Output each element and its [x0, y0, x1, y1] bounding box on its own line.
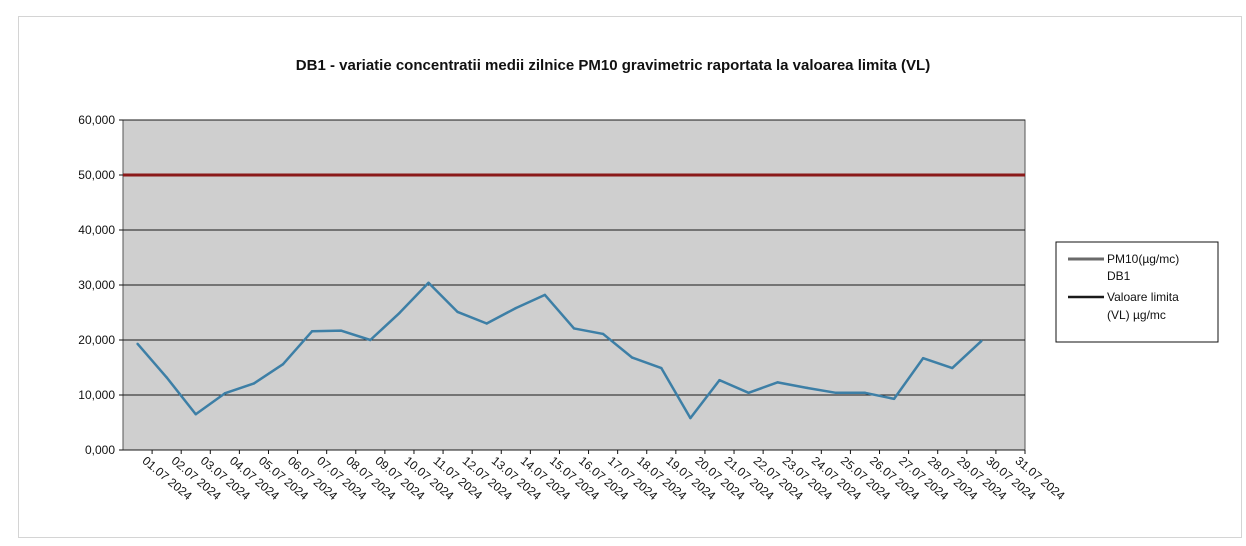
- data-point-pm10: [892, 397, 896, 401]
- y-tick-label: 50,000: [78, 168, 115, 182]
- data-point-pm10: [369, 338, 372, 342]
- data-point-pm10: [572, 327, 576, 330]
- chart-frame: DB1 - variatie concentratii medii zilnic…: [18, 16, 1242, 538]
- data-point-pm10: [427, 281, 430, 284]
- data-point-pm10: [310, 330, 314, 333]
- legend-label-limit-line2: (VL) µg/mc: [1107, 308, 1166, 322]
- chart: DB1 - variatie concentratii medii zilnic…: [78, 57, 1219, 503]
- data-point-pm10: [689, 416, 692, 420]
- series-line-pm10: [136, 281, 983, 420]
- data-point-pm10: [718, 378, 721, 382]
- legend-label-pm10-line1: PM10(µg/mc): [1107, 252, 1179, 266]
- series-layer: [123, 173, 1025, 420]
- data-point-pm10: [980, 339, 983, 343]
- data-point-pm10: [660, 366, 663, 370]
- data-point-pm10: [776, 381, 779, 384]
- data-point-pm10: [281, 363, 285, 366]
- data-point-pm10: [747, 391, 750, 394]
- data-point-pm10: [398, 311, 401, 315]
- chart-title: DB1 - variatie concentratii medii zilnic…: [296, 57, 930, 74]
- legend-label-limit-line1: Valoare limita: [1107, 290, 1179, 304]
- data-point-pm10: [252, 382, 256, 385]
- y-tick-label: 40,000: [78, 223, 115, 237]
- data-point-pm10: [223, 392, 227, 395]
- data-point-pm10: [805, 386, 808, 390]
- data-point-pm10: [165, 376, 168, 379]
- legend-box: [1055, 241, 1219, 343]
- data-point-pm10: [601, 332, 605, 336]
- y-axis-ticks: 0,000 10,000 20,000 30,000 40,000 50,000 60,00…: [78, 113, 123, 457]
- data-point-pm10: [921, 356, 925, 360]
- data-point-pm10: [514, 306, 518, 310]
- data-point-pm10: [485, 322, 488, 325]
- y-tick-label: 20,000: [78, 333, 115, 347]
- data-point-pm10: [834, 391, 838, 394]
- data-point-pm10: [194, 413, 197, 416]
- data-point-pm10: [630, 356, 634, 359]
- y-tick-label: 0,000: [85, 443, 115, 457]
- y-tick-label: 30,000: [78, 278, 115, 292]
- legend: PM10(µg/mc) DB1 Valoare limita (VL) µg/m…: [1055, 241, 1219, 343]
- data-point-pm10: [136, 342, 139, 346]
- y-tick-label: 10,000: [78, 388, 115, 402]
- y-tick-label: 60,000: [78, 113, 115, 127]
- data-point-pm10: [456, 310, 459, 314]
- legend-label-pm10-line2: DB1: [1107, 269, 1131, 283]
- data-point-pm10: [340, 329, 343, 332]
- data-point-pm10: [543, 293, 547, 297]
- data-point-pm10: [863, 391, 867, 394]
- data-point-pm10: [951, 366, 954, 370]
